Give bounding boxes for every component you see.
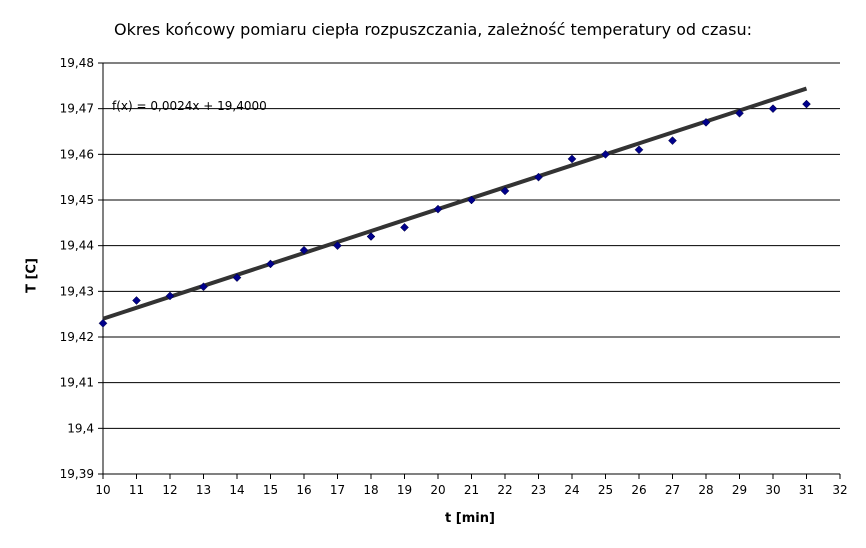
x-tick-label: 22 [497, 483, 512, 497]
data-point [333, 241, 342, 251]
trendline [102, 86, 808, 321]
trendline-equation: f(x) = 0,0024x + 19,4000 [112, 99, 267, 113]
x-tick-label: 30 [765, 483, 780, 497]
x-tick-label: 14 [229, 483, 244, 497]
data-point [98, 318, 108, 328]
x-tick-label: 25 [598, 483, 613, 497]
x-tick-label: 10 [95, 483, 110, 497]
x-tick-label: 32 [832, 483, 847, 497]
y-tick-label: 19,39 [60, 467, 94, 481]
x-tick-label: 31 [799, 483, 814, 497]
data-point [802, 99, 811, 109]
x-tick-label: 27 [665, 483, 680, 497]
trendline-group [102, 86, 808, 321]
data-point [534, 172, 543, 182]
y-tick-labels: 19,39 19,4 19,41 19,42 19,43 19,44 19,45 19,46 1… [60, 56, 94, 481]
x-axis-title: t [min] [445, 511, 495, 526]
y-tick-label: 19,42 [60, 330, 94, 344]
x-tick-label: 29 [732, 483, 747, 497]
x-tick-label: 17 [330, 483, 345, 497]
x-tick-label: 28 [698, 483, 713, 497]
data-point [433, 204, 443, 214]
chart-title: Okres końcowy pomiaru ciepła rozpuszczan… [113, 20, 753, 39]
data-point [199, 282, 208, 292]
data-point [601, 149, 610, 159]
x-tick-label: 21 [464, 483, 479, 497]
x-tick-label: 16 [296, 483, 311, 497]
y-tick-label: 19,41 [60, 376, 94, 390]
y-tick-label: 19,45 [60, 193, 94, 207]
x-tick-label: 24 [564, 483, 579, 497]
y-tick-label: 19,43 [60, 284, 94, 298]
data-point [299, 245, 309, 255]
x-tick-label: 18 [363, 483, 378, 497]
y-tick-label: 19,44 [60, 239, 94, 253]
y-tick-label: 19,4 [67, 421, 94, 435]
data-point [668, 136, 677, 145]
x-tick-label: 15 [263, 483, 278, 497]
x-tick-label: 23 [531, 483, 546, 497]
y-axis-title: T [C] [24, 258, 40, 293]
axes [98, 62, 841, 479]
data-point [735, 108, 744, 118]
data-point [768, 104, 778, 114]
data-point [701, 118, 711, 127]
x-tick-label: 12 [162, 483, 177, 497]
x-tick-label: 26 [631, 483, 646, 497]
data-point [165, 291, 175, 301]
data-point [567, 154, 577, 164]
x-tick-label: 11 [129, 483, 144, 497]
gridlines [103, 62, 840, 475]
data-point [400, 223, 409, 232]
y-tick-label: 19,47 [60, 102, 94, 116]
data-points [98, 99, 811, 328]
data-point [366, 232, 376, 241]
data-point [266, 259, 275, 269]
data-point [467, 195, 476, 205]
y-tick-label: 19,46 [60, 147, 94, 161]
data-point [634, 145, 644, 155]
x-tick-label: 13 [196, 483, 211, 497]
data-point [232, 273, 242, 282]
y-tick-label: 19,48 [60, 56, 94, 70]
data-point [500, 186, 510, 196]
x-tick-label: 19 [397, 483, 412, 497]
x-tick-label: 20 [430, 483, 445, 497]
data-point [132, 296, 141, 305]
x-tick-labels: 10 11 12 13 14 15 16 17 18 19 20 21 22 23 24 25 26 27 28 29… [95, 483, 847, 497]
